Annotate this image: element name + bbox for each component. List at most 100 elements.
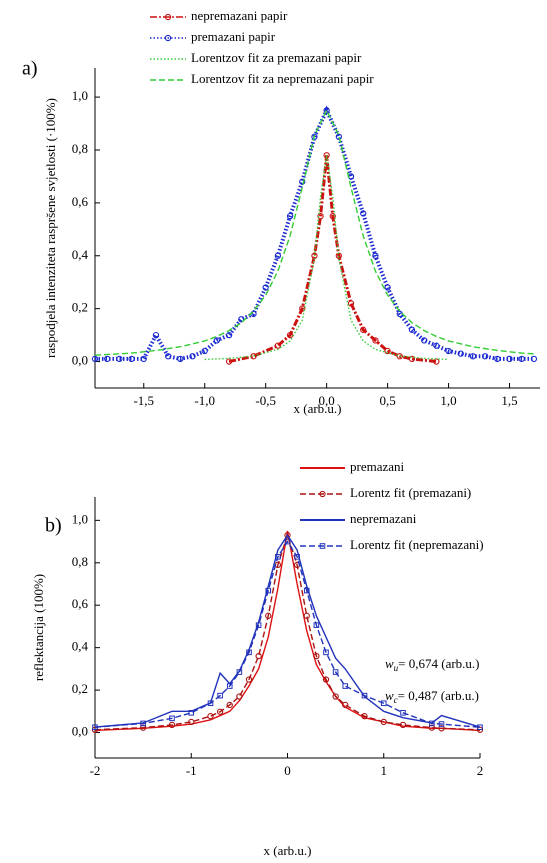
marker [294,554,300,560]
marker [303,587,310,594]
marker [225,331,233,339]
marker [265,587,272,594]
marker [164,34,172,42]
marker [236,669,243,675]
marker [530,355,538,363]
marker [188,718,195,726]
marker [207,700,214,707]
marker [246,649,252,656]
x-tick-label: 1 [381,763,388,778]
marker [92,724,98,731]
annotation-symbol: w [385,688,394,703]
marker [380,700,387,707]
marker [342,701,349,709]
marker [347,300,355,307]
marker [360,326,367,333]
marker [226,683,233,689]
marker [216,708,224,715]
y-tick-label: 0,2 [72,300,88,315]
marker [226,701,233,709]
series-line [95,105,534,361]
marker [384,284,391,291]
marker [299,305,306,312]
y-axis-label: raspodjela intenziteta raspršene svjetlo… [43,98,58,358]
marker [408,326,416,333]
x-tick-label: -1,0 [194,393,215,408]
legend-label: Lorentzov fit za nepremazani papir [191,71,374,86]
marker [140,355,147,363]
marker [323,107,330,114]
marker [361,692,368,699]
x-axis-label: x (arb.u.) [293,401,341,416]
marker [274,342,282,349]
marker [169,715,175,722]
marker [225,358,233,365]
marker [311,133,318,140]
annotation: wu= 0,674 (arb.u.) [385,656,480,673]
marker [360,210,367,217]
marker [335,133,342,140]
legend-label: Lorentzov fit za premazani papir [191,50,362,65]
series-line [204,155,449,361]
marker [428,724,436,731]
annotation-subscript: c [394,695,398,705]
marker [236,693,243,700]
marker [238,316,245,323]
marker [506,355,513,363]
x-tick-label: 0 [284,763,291,778]
marker [372,252,379,259]
marker [116,355,123,363]
marker [262,284,269,291]
y-tick-label: 0,2 [72,681,88,696]
y-tick-label: 0,4 [72,247,89,262]
y-tick-label: 0,8 [72,554,88,569]
marker [477,724,483,731]
x-axis-label: x (arb.u.) [263,843,311,858]
x-tick-label: 1,0 [440,393,456,408]
marker [165,353,172,360]
marker [384,347,391,355]
legend-label: nepremazani papir [191,8,288,23]
y-tick-label: 0,4 [72,639,89,654]
marker [104,355,111,363]
x-tick-label: -0,5 [255,393,276,408]
marker [408,355,416,363]
marker [140,720,146,727]
annotation: wc= 0,487 (arb.u.) [385,688,479,705]
marker [164,13,172,21]
marker [400,710,406,716]
marker [284,538,291,545]
marker [128,355,135,363]
x-tick-label: 0,5 [379,393,395,408]
marker [189,353,196,360]
series-line [94,532,481,731]
marker [284,532,291,539]
marker [207,713,214,720]
marker [494,355,501,363]
marker [319,543,326,549]
y-axis-label: reflektancija (100%) [31,574,46,681]
marker [518,355,525,363]
marker [438,725,445,732]
marker [329,212,336,220]
marker [245,676,253,683]
series-line [94,108,534,356]
marker [168,721,176,729]
panel-label: b) [45,515,62,537]
y-tick-label: 1,0 [72,511,88,526]
marker [323,649,329,656]
marker [332,693,339,700]
marker [361,713,368,720]
marker [313,622,320,628]
annotation-text: = 0,674 (arb.u.) [398,656,479,671]
marker [299,178,306,185]
marker [188,710,195,716]
x-tick-label: 1,5 [501,393,517,408]
marker [445,347,452,355]
y-tick-label: 0,6 [72,194,89,209]
marker [275,554,281,560]
y-tick-label: 0,0 [72,353,88,368]
marker [255,622,262,628]
x-tick-label: -1 [186,763,197,778]
